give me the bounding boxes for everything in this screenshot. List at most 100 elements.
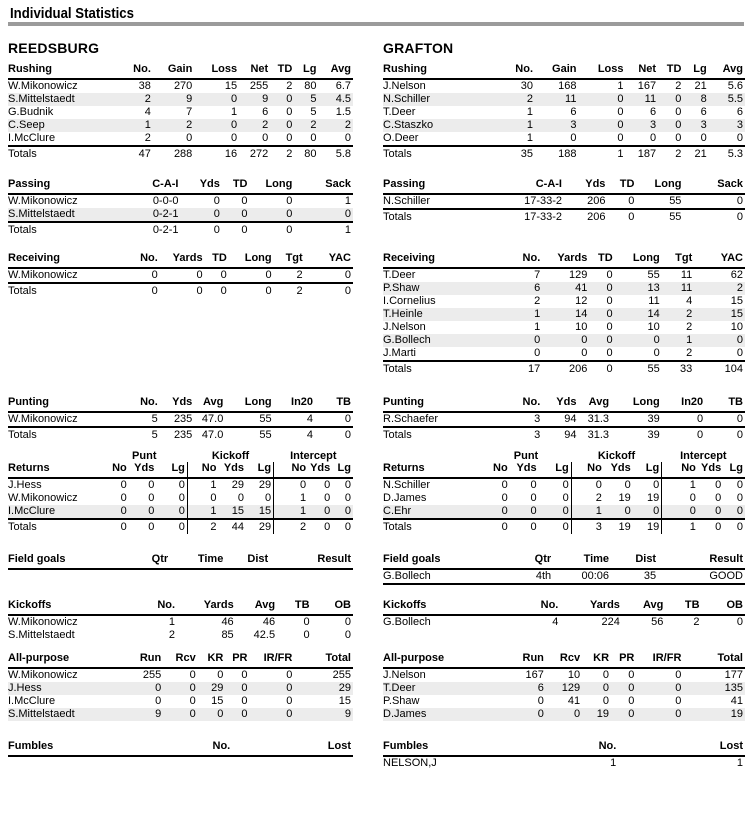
stat-value: 0	[611, 708, 637, 721]
column-header: Avg	[708, 63, 745, 80]
stat-value: 1	[526, 106, 534, 118]
column-header: No.	[128, 63, 153, 80]
player-name: J.Nelson	[383, 669, 426, 681]
totals-row: Totals 0 0 0 2 44 29 2 0 0	[8, 518, 353, 534]
column-header: Lg	[294, 63, 319, 80]
stat-value: 167	[637, 80, 657, 92]
column-header: Lg	[683, 63, 709, 80]
table-row: N.Schiller 0 0 0 0 0 0 1 0 0	[383, 478, 745, 492]
player-name: T.Deer	[383, 682, 499, 695]
stat-value: 30	[520, 80, 534, 92]
stat-value: 0	[578, 119, 626, 132]
stats-table: Passing C-A-I Yds TD Long Sack N.Schiller 17-33…	[383, 178, 745, 224]
stat-value: 129	[568, 269, 588, 281]
column-header: Yds	[603, 462, 633, 479]
player-name: I.Cornelius	[383, 295, 436, 307]
stat-value: 0	[217, 669, 224, 681]
table-row: C.Ehr 0 0 0 1 0 0 0 0 0	[383, 505, 745, 519]
player-name: P.Shaw	[383, 695, 420, 707]
stat-value: 2	[128, 93, 153, 106]
stat-value: 9	[294, 708, 353, 721]
stat-value: 0	[159, 282, 205, 298]
column-header: Sack	[294, 178, 353, 195]
stat-value: 55	[636, 208, 684, 224]
stat-value: 2	[694, 282, 745, 295]
stat-value: 0	[606, 347, 613, 359]
stat-value: 0	[178, 492, 185, 504]
stat-value: 1	[273, 492, 309, 505]
stat-value: 46	[221, 616, 234, 628]
stat-value: 2	[273, 282, 305, 298]
stat-value: 19	[632, 518, 662, 534]
stat-value: 0	[736, 616, 743, 628]
stat-value: 0	[534, 347, 541, 359]
table-row: R.Schaefer 3 94 31.3 39 0 0	[383, 412, 745, 427]
stat-value: 0	[723, 505, 745, 519]
stat-value: 5	[310, 106, 317, 118]
stat-value: 0	[315, 426, 353, 442]
column-header: TD	[658, 63, 684, 80]
stat-value: 7	[534, 269, 541, 281]
stat-value: 55	[614, 360, 662, 376]
stats-table: Receiving No. Yards TD Long Tgt YAC T.Deer 7 129 0…	[383, 252, 745, 376]
column-header: Gain	[535, 63, 579, 80]
stat-value: 0	[270, 119, 295, 132]
stat-value: 0	[332, 518, 353, 534]
stat-value: 0	[189, 669, 196, 681]
column-header: Yards	[560, 599, 622, 616]
stat-value: 0	[658, 93, 684, 106]
stat-value: 0	[607, 208, 637, 224]
section-label: Receiving	[8, 252, 133, 269]
stat-value: 1	[344, 195, 351, 207]
stat-value: 0	[480, 505, 510, 519]
player-name: D.James	[383, 492, 427, 504]
stat-value: 0	[249, 708, 295, 721]
column-header-row: Passing C-A-I Yds TD Long Sack	[8, 178, 353, 195]
stat-value: 55	[669, 195, 682, 207]
column-header-row: Receiving No. Yards TD Long Tgt YAC	[8, 252, 353, 269]
stat-value: 0	[603, 505, 633, 519]
column-header: Yards	[177, 599, 236, 616]
stat-value: 0	[120, 492, 127, 504]
stat-value: 0	[262, 132, 269, 144]
stat-value: 14	[542, 308, 590, 321]
stat-value: 0	[249, 221, 295, 237]
stat-value: 6	[700, 106, 707, 118]
player-name: I.McClure	[8, 132, 56, 144]
totals-label: Totals	[8, 145, 129, 161]
stat-value: 1	[186, 505, 219, 519]
stat-value: 1	[570, 505, 604, 519]
stat-value: 0	[344, 269, 351, 281]
stat-value: 0	[697, 518, 724, 534]
stat-value: 21	[694, 80, 707, 92]
stat-value: 206	[542, 360, 590, 376]
table-row: T.Deer 6 129 0 0 0 135	[383, 682, 745, 695]
column-header-row: Receiving No. Yards TD Long Tgt YAC	[383, 252, 745, 269]
stat-value: 7	[186, 106, 193, 118]
stat-value: 0	[509, 505, 539, 519]
section-label: Rushing	[8, 63, 129, 80]
section-label: All-purpose	[8, 652, 119, 669]
stat-value: 0	[180, 208, 222, 222]
stat-value: 0	[344, 479, 351, 491]
player-name: G.Bollech	[383, 334, 514, 347]
column-header: Yds	[697, 462, 724, 479]
team-name-heading: GRAFTON	[383, 40, 454, 56]
player-name: W.Mikonowicz	[8, 616, 78, 628]
player-name: P.Shaw	[383, 282, 514, 295]
stat-value: 0	[196, 269, 203, 281]
player-name: N.Schiller	[383, 93, 510, 106]
stat-value: 2	[296, 269, 303, 281]
table-row: W.Mikonowicz 38 270 15 255 2 80 6.7	[8, 79, 353, 93]
stat-value: 2	[693, 616, 700, 628]
column-header: Long	[228, 252, 274, 269]
stat-value: 17	[513, 360, 543, 376]
column-header: Loss	[194, 63, 240, 80]
player-name: T.Heinle	[383, 308, 514, 321]
column-header: IR/FR	[249, 652, 295, 669]
stat-value: 4	[306, 413, 314, 425]
stat-value: 0-2-1	[128, 221, 181, 237]
stat-value: 15	[224, 80, 238, 92]
stat-value: 35	[509, 145, 536, 161]
column-header: Avg	[621, 599, 666, 616]
